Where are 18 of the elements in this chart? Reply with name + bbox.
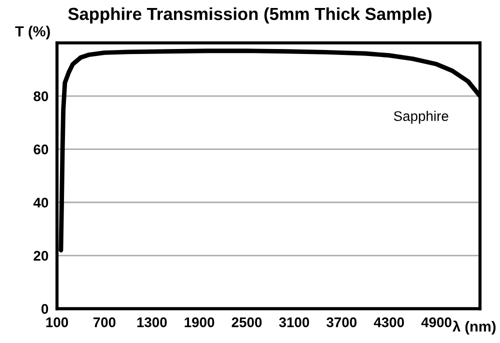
y-tick-label: 0 — [41, 304, 48, 314]
text: Sapphire — [394, 110, 448, 124]
x-tick-label: 2500 — [232, 317, 262, 328]
y-axis-title: T (%) — [15, 26, 50, 40]
y-tick-label: 20 — [34, 250, 48, 261]
x-tick-label: 4300 — [374, 317, 404, 328]
x-axis-title: λ (nm) — [452, 320, 496, 335]
chart-title: Sapphire Transmission (5mm Thick Sample) — [68, 7, 432, 24]
x-tick-label: 700 — [93, 317, 116, 328]
y-tick-label: 60 — [34, 144, 48, 154]
x-tick-label: 3700 — [326, 317, 357, 328]
y-tick-label: 80 — [34, 91, 48, 102]
x-tick-label: 3100 — [279, 317, 310, 328]
x-tick-label: 100 — [46, 317, 68, 328]
x-tick-label: 1900 — [184, 317, 214, 328]
x-tick-label: 4900 — [421, 317, 452, 328]
x-tick-label: 1300 — [137, 317, 167, 328]
y-tick-label: 40 — [33, 198, 48, 208]
